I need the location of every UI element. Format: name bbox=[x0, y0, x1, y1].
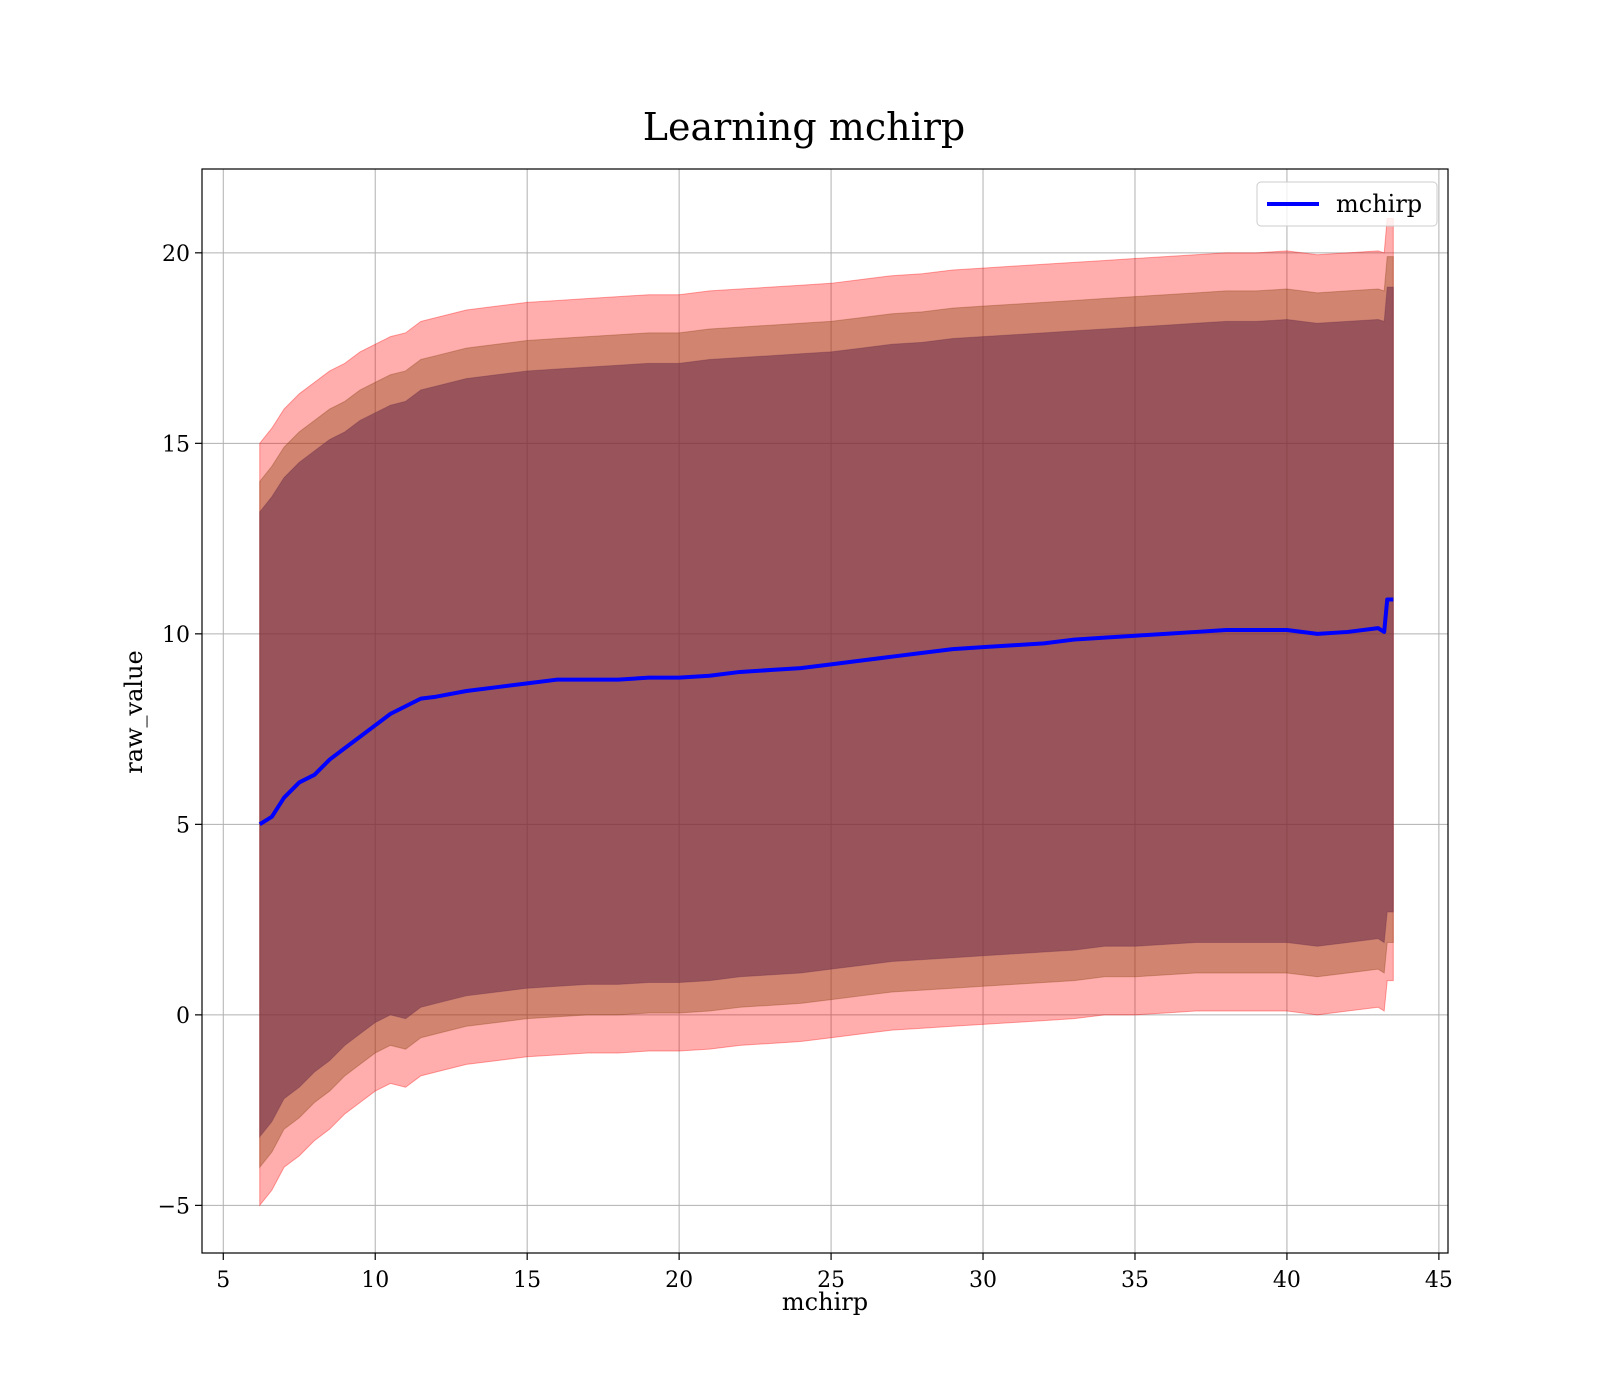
y-tick-label: −5 bbox=[158, 1194, 190, 1219]
x-tick-label: 5 bbox=[216, 1268, 230, 1293]
plot-frame bbox=[201, 168, 1449, 1254]
y-tick-label: 0 bbox=[176, 1004, 190, 1029]
x-tick-label: 25 bbox=[817, 1268, 845, 1293]
uncertainty-bands bbox=[259, 218, 1394, 1207]
legend-label: mchirp bbox=[1336, 190, 1422, 218]
x-tick-label: 10 bbox=[361, 1268, 389, 1293]
x-tick-label: 35 bbox=[1121, 1268, 1149, 1293]
y-tick-label: 20 bbox=[162, 242, 190, 267]
series-line-mchirp bbox=[258, 597, 1394, 827]
x-tick-label: 30 bbox=[969, 1268, 997, 1293]
x-tick-label: 40 bbox=[1273, 1268, 1301, 1293]
legend: mchirp bbox=[1256, 181, 1438, 227]
x-tick-label: 15 bbox=[513, 1268, 541, 1293]
confidence-band-3 bbox=[259, 286, 1394, 1139]
x-tick-label: 20 bbox=[665, 1268, 693, 1293]
y-tick-label: 5 bbox=[176, 813, 190, 838]
y-tick-label: 10 bbox=[162, 623, 190, 648]
plot-area bbox=[201, 168, 1449, 1254]
data-lines bbox=[258, 597, 1394, 827]
chart-title: Learning mchirp bbox=[643, 105, 965, 149]
y-axis: −5 0 5 10 15 20 bbox=[158, 242, 202, 1219]
x-tick-label: 45 bbox=[1425, 1268, 1453, 1293]
legend-box bbox=[1256, 181, 1438, 227]
y-axis-label: raw_value bbox=[120, 650, 148, 774]
y-tick-label: 15 bbox=[162, 432, 190, 457]
x-axis-label: mchirp bbox=[782, 1288, 868, 1316]
x-axis: 5 10 15 20 25 30 35 40 45 bbox=[216, 1253, 1453, 1293]
